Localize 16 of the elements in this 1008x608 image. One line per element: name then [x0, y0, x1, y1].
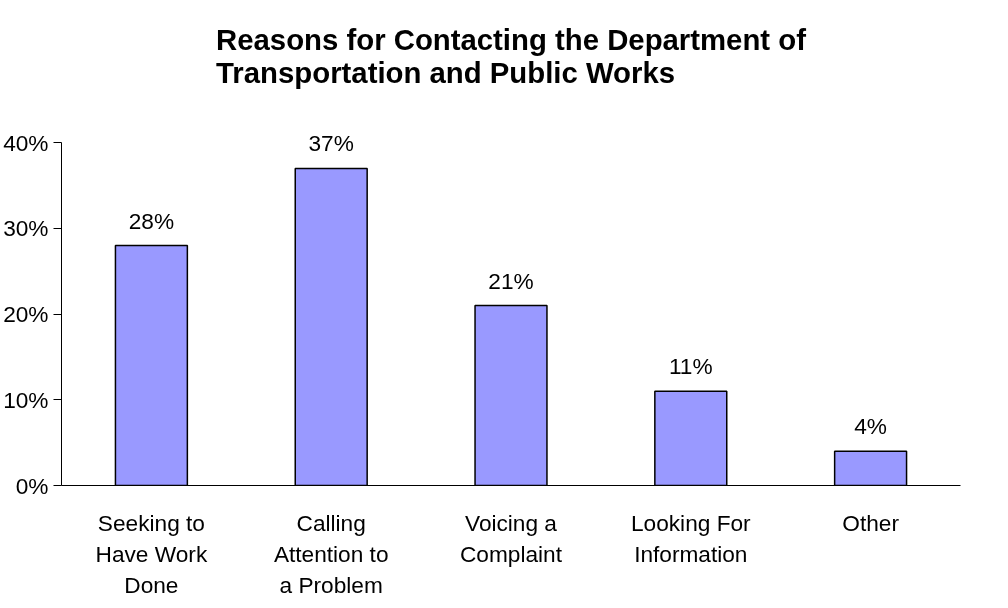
data-label: 37%: [308, 130, 354, 157]
x-tick-label: Looking For Information: [630, 509, 752, 567]
x-tick-label: Other: [842, 509, 900, 536]
y-tick-label: 0%: [15, 472, 49, 499]
data-label: 28%: [128, 207, 175, 234]
data-label: 4%: [854, 413, 887, 440]
y-tick-label: 20%: [3, 301, 49, 328]
y-tick-label: 30%: [3, 215, 49, 242]
data-label: 11%: [668, 353, 713, 380]
x-tick-label: Voicing a Complaint: [460, 509, 563, 567]
x-tick-label: Seeking to Have Work Done: [95, 509, 208, 598]
x-tick-label: Calling Attention to a Problem: [273, 509, 389, 598]
y-tick-label: 40%: [3, 129, 49, 156]
y-tick-label: 10%: [3, 386, 49, 413]
chart-title: Reasons for Contacting the Department of Transportation and Public Works: [216, 22, 807, 89]
data-label: 21%: [488, 267, 534, 294]
